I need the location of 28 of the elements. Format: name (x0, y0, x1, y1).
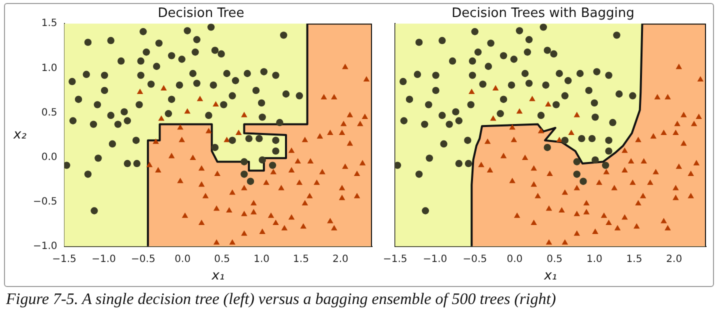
caption: Figure 7-5. A single decision tree (left) versus a bagging ensemble of 500 trees (right) (6, 291, 556, 309)
x-tick-label: 1.5 (626, 254, 642, 265)
x-tick-label: 1.0 (586, 254, 602, 265)
chart-title: Decision Tree (158, 6, 244, 22)
x-tick-label: −1.0 (422, 254, 448, 265)
x-axis-title: x₁ (210, 268, 225, 284)
x-tick-label: 1.0 (254, 254, 270, 265)
x-tick-label: 0.0 (174, 254, 191, 265)
x-tick-label: 0.0 (506, 254, 523, 265)
x-tick-label: −0.5 (462, 254, 487, 265)
y-tick-label: 0.0 (41, 152, 58, 163)
y-tick-label: −1.0 (32, 240, 58, 252)
x-tick-label: 0.5 (214, 254, 230, 265)
x-tick-label: 2.0 (332, 254, 348, 265)
x-axis-title: x₁ (543, 268, 558, 284)
x-tick-label: 1.5 (293, 254, 309, 265)
chart-title: Decision Trees with Bagging (452, 6, 634, 22)
x-tick-label: −0.5 (131, 254, 156, 265)
x-tick-label: 0.5 (546, 254, 563, 265)
x-tick-label: −1.5 (382, 254, 408, 265)
x-tick-label: −1.0 (92, 254, 116, 265)
x-tick-label: 2.0 (666, 254, 682, 265)
y-tick-label: 1.0 (41, 62, 58, 74)
y-tick-label: 0.5 (41, 107, 58, 118)
y-tick-label: −0.5 (32, 196, 58, 208)
y-tick-label: 1.5 (41, 18, 58, 30)
y-axis-title: x₂ (12, 127, 26, 142)
x-tick-label: −1.5 (52, 254, 76, 265)
